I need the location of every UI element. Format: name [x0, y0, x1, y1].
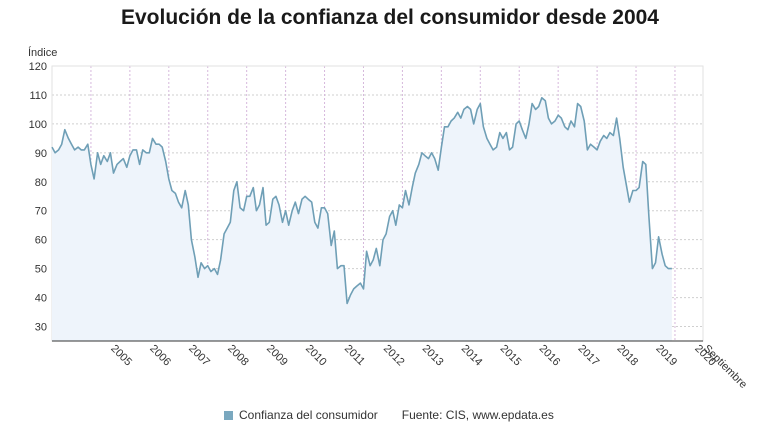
x-tick-label: 2009 [264, 343, 290, 369]
y-tick-label: 100 [29, 119, 47, 131]
series-area [52, 97, 672, 341]
x-tick-label: 2014 [459, 343, 485, 369]
y-tick-label: 90 [35, 148, 47, 160]
y-tick-label: 110 [29, 90, 47, 102]
legend: Confianza del consumidor Fuente: CIS, ww… [224, 408, 554, 422]
y-tick-label: 50 [35, 264, 47, 276]
x-tick-label: 2006 [147, 343, 173, 369]
y-tick-label: 120 [29, 61, 47, 73]
x-tick-label: 2011 [342, 343, 367, 368]
x-tick-label: 2018 [614, 343, 640, 369]
x-tick-label: 2005 [108, 343, 134, 369]
x-tick-label: 2007 [186, 343, 212, 369]
x-tick-label: 2008 [225, 343, 251, 369]
x-tick-label: 2017 [576, 343, 602, 369]
y-tick-label: 80 [35, 177, 47, 189]
legend-label: Confianza del consumidor [239, 408, 378, 422]
y-tick-label: 60 [35, 235, 47, 247]
x-tick-label: 2013 [420, 343, 446, 369]
chart-title: Evolución de la confianza del consumidor… [121, 6, 659, 29]
x-tick-label: 2016 [537, 343, 563, 369]
x-tick-label: 2010 [303, 343, 329, 369]
area-layer [51, 97, 672, 341]
series-line [51, 97, 672, 305]
legend-swatch [224, 410, 233, 420]
source-note: Fuente: CIS, www.epdata.es [401, 408, 554, 422]
x-tick-label: 2015 [498, 343, 524, 369]
x-tick-label: 2012 [381, 343, 407, 369]
y-tick-label: 30 [35, 322, 47, 334]
y-tick-label: 70 [35, 206, 47, 218]
y-tick-label: 40 [35, 293, 47, 305]
y-axis-title: Índice [28, 46, 57, 59]
x-tick-label: 2019 [653, 343, 679, 369]
